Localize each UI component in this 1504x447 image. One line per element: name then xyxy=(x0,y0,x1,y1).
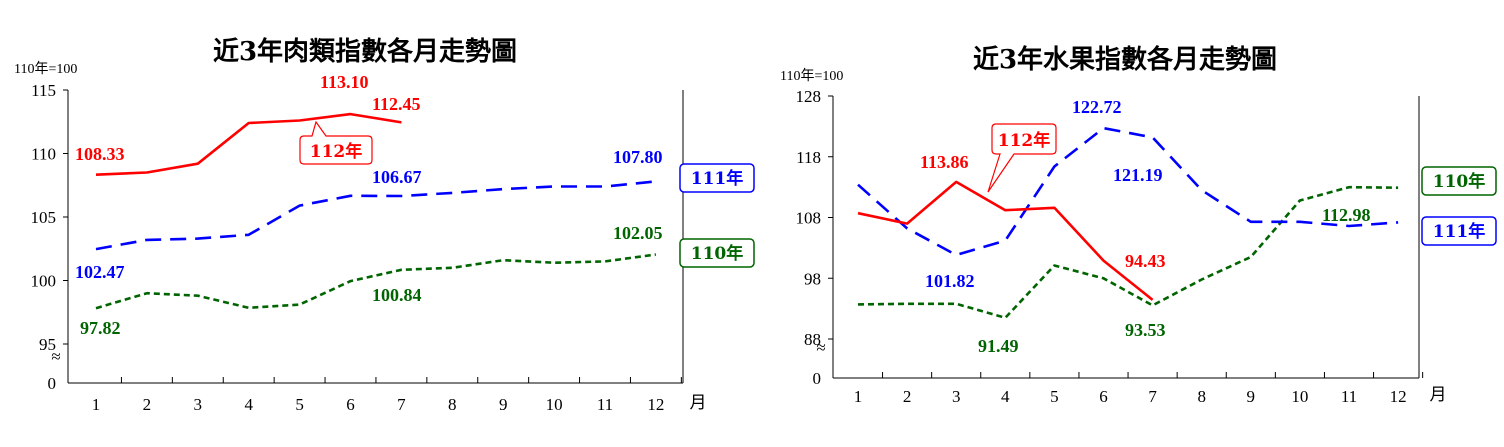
fruit-series-112-line xyxy=(857,180,1154,301)
fruit-unit-label: 110年=100 xyxy=(780,68,843,84)
meat-111-dec-label: 107.80 xyxy=(613,147,663,167)
fruit-x-tick-label: 6 xyxy=(1099,387,1108,406)
meat-112-jan-label: 108.33 xyxy=(75,144,125,164)
meat-111-jan-label: 102.47 xyxy=(75,262,125,282)
meat-111-jun-label: 106.67 xyxy=(372,167,422,187)
fruit-legend-111: 111年 xyxy=(1421,216,1497,246)
fruit-y-tick-label: 128 xyxy=(796,87,822,106)
fruit-x-tick-label: 3 xyxy=(952,387,961,406)
meat-112-jun-label: 113.10 xyxy=(320,72,369,92)
fruit-legend-110-box xyxy=(1421,166,1497,196)
fruit-112-callout: 112年 xyxy=(987,123,1057,193)
meat-callout-bubble xyxy=(299,120,373,165)
meat-x-tick-label: 6 xyxy=(346,395,355,414)
meat-axis-break-mark: ≈ xyxy=(51,347,60,366)
meat-x-tick-label: 12 xyxy=(647,395,664,414)
meat-x-tick-label: 5 xyxy=(295,395,304,414)
fruit-x-tick-label: 4 xyxy=(1001,387,1010,406)
meat-legend-111-text: 111年 xyxy=(691,168,744,189)
fruit-y-tick-label: 98 xyxy=(804,269,821,288)
fruit-x-tick-label: 8 xyxy=(1197,387,1206,406)
meat-series-111-line xyxy=(95,180,657,251)
fruit-x-tick-label: 1 xyxy=(854,387,863,406)
meat-x-unit-label: 月 xyxy=(690,393,707,412)
fruit-x-tick-label: 10 xyxy=(1291,387,1308,406)
meat-x-tick-label: 9 xyxy=(499,395,508,414)
meat-x-tick-label: 8 xyxy=(448,395,457,414)
fruit-y-tick-label: 118 xyxy=(796,148,821,167)
fruit-legend-111-text: 111年 xyxy=(1433,221,1486,242)
meat-y-tick-label: 100 xyxy=(31,272,57,291)
fruit-series-111-line xyxy=(857,126,1399,257)
fruit-110-apr-label: 91.49 xyxy=(978,336,1019,356)
meat-series-110-line xyxy=(95,253,657,310)
fruit-x-tick-label: 11 xyxy=(1341,387,1357,406)
meat-legend-110-box xyxy=(679,238,755,268)
meat-x-tick-label: 7 xyxy=(397,395,406,414)
fruit-111-jun-label: 122.72 xyxy=(1072,97,1122,117)
meat-110-jan-label: 97.82 xyxy=(80,318,121,338)
meat-x-tick-label: 3 xyxy=(194,395,203,414)
fruit-y-tick-label: 88 xyxy=(804,330,821,349)
meat-unit-label: 110年=100 xyxy=(14,61,77,77)
meat-y-tick-label: 115 xyxy=(31,81,56,100)
fruit-111-jul-label: 121.19 xyxy=(1113,165,1163,185)
meat-x-tick-label: 4 xyxy=(244,395,253,414)
fruit-110-jul-label: 93.53 xyxy=(1125,320,1166,340)
fruit-110-nov-label: 112.98 xyxy=(1322,205,1371,225)
fruit-y-tick-label: 108 xyxy=(796,209,822,228)
fruit-series-110-line xyxy=(857,185,1399,320)
meat-legend-111: 111年 xyxy=(679,163,755,193)
meat-110-dec-label: 102.05 xyxy=(613,223,663,243)
meat-110-jul-label: 100.84 xyxy=(372,285,422,305)
meat-chart-title: 近3年肉類指數各月走勢圖 xyxy=(213,36,517,67)
fruit-y-zero-label: 0 xyxy=(813,369,822,388)
fruit-chart-title: 近3年水果指數各月走勢圖 xyxy=(973,44,1277,75)
meat-x-tick-label: 10 xyxy=(546,395,563,414)
meat-112-jul-label: 112.45 xyxy=(372,94,421,114)
meat-callout-text: 112年 xyxy=(310,141,363,162)
meat-x-tick-label: 2 xyxy=(143,395,152,414)
fruit-legend-110: 110年 xyxy=(1421,166,1497,196)
fruit-callout-bubble xyxy=(987,123,1057,193)
meat-legend-110-text: 110年 xyxy=(691,243,744,264)
fruit-x-tick-label: 2 xyxy=(903,387,912,406)
fruit-axis-break-mark: ≈ xyxy=(816,338,825,357)
meat-series-112-line xyxy=(95,112,402,176)
fruit-x-tick-label: 7 xyxy=(1148,387,1157,406)
meat-y-zero-label: 0 xyxy=(48,374,57,393)
meat-x-tick-label: 1 xyxy=(92,395,101,414)
fruit-callout-text: 112年 xyxy=(998,130,1051,151)
fruit-111-mar-label: 101.82 xyxy=(925,271,975,291)
fruit-x-tick-label: 9 xyxy=(1247,387,1256,406)
meat-y-tick-label: 110 xyxy=(31,145,56,164)
fruit-legend-111-box xyxy=(1421,216,1497,246)
fruit-x-tick-label: 12 xyxy=(1390,387,1407,406)
fruit-112-jul-label: 94.43 xyxy=(1125,251,1166,271)
meat-legend-111-box xyxy=(679,163,755,193)
meat-legend-110: 110年 xyxy=(679,238,755,268)
fruit-legend-110-text: 110年 xyxy=(1433,171,1486,192)
meat-x-tick-label: 11 xyxy=(597,395,613,414)
fruit-x-tick-label: 5 xyxy=(1050,387,1059,406)
meat-112-callout: 112年 xyxy=(299,120,373,165)
meat-y-tick-label: 95 xyxy=(39,335,56,354)
fruit-112-mar-label: 113.86 xyxy=(920,152,969,172)
meat-y-tick-label: 105 xyxy=(31,208,57,227)
fruit-x-unit-label: 月 xyxy=(1430,385,1447,404)
